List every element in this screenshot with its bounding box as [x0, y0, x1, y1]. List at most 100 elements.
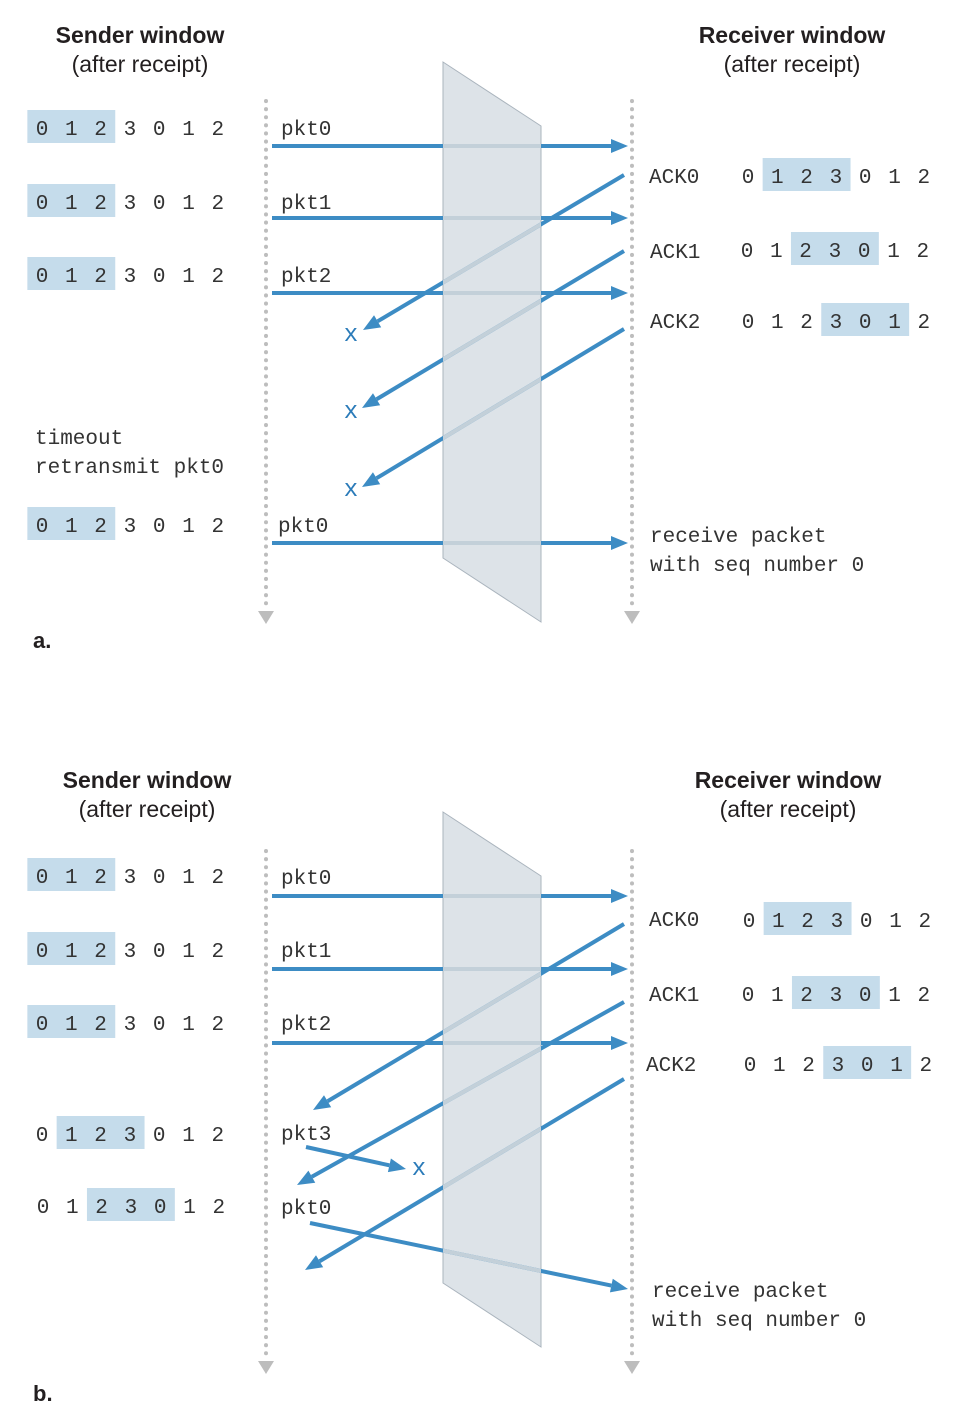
- channel-a: [442, 61, 542, 623]
- window-highlight: [762, 158, 851, 191]
- seq-digit: 0: [743, 911, 756, 934]
- window-highlight: [27, 110, 116, 143]
- seq-digit: 0: [742, 985, 755, 1008]
- seq-digit: 1: [182, 941, 195, 964]
- receive-note: receive packet: [650, 526, 826, 549]
- seq-digit: 0: [153, 119, 166, 142]
- panel-b: Sender window (after receipt) Receiver w…: [27, 767, 932, 1406]
- window-highlight: [27, 257, 116, 290]
- seq-digit: 0: [859, 985, 872, 1008]
- seq-digit: 3: [830, 985, 843, 1008]
- seq-digit: 2: [94, 193, 107, 216]
- seq-digit: 1: [66, 1197, 79, 1220]
- ack-label: ACK2: [650, 312, 700, 335]
- seq-digit: 0: [37, 1197, 50, 1220]
- pkt1-arrow-head: [611, 962, 628, 976]
- receive-note: with seq number 0: [650, 555, 864, 578]
- seq-digit: 0: [858, 241, 871, 264]
- pkt0-arrow-head: [611, 139, 628, 153]
- ack-label: ACK2: [646, 1055, 696, 1078]
- seq-digit: 2: [211, 941, 224, 964]
- seq-digit: 1: [182, 266, 195, 289]
- ack0-arrow-head: [313, 1095, 332, 1110]
- seq-digit: 1: [182, 1014, 195, 1037]
- seq-digit: 2: [801, 911, 814, 934]
- seq-digit: 0: [36, 941, 49, 964]
- pkt3-arrow: [305, 1145, 390, 1168]
- pkt-label: pkt2: [281, 266, 331, 289]
- seq-digit: 0: [36, 266, 49, 289]
- seq-digit: 1: [888, 985, 901, 1008]
- seq-digit: 2: [94, 266, 107, 289]
- seq-digit: 1: [771, 985, 784, 1008]
- pkt-label: pkt0: [278, 516, 328, 539]
- window-digits-b: 0 1 2 3 0 1 20 1 2 3 0 1 20 1 2 3 0 1 20 1 2 3 0 1 20 1 2 3 0 1 20 1 2 3 0…: [36, 867, 932, 1220]
- seq-digit: 2: [94, 941, 107, 964]
- seq-digit: 2: [94, 867, 107, 890]
- seq-digit: 0: [153, 941, 166, 964]
- seq-digit: 0: [742, 167, 755, 190]
- seq-digit: 1: [65, 266, 78, 289]
- receiver-subtitle-a: (after receipt): [724, 51, 861, 77]
- receiver-title-a: Receiver window: [699, 22, 886, 48]
- seq-digit: 0: [153, 266, 166, 289]
- seq-digit: 0: [36, 516, 49, 539]
- seq-digit: 1: [890, 1055, 903, 1078]
- seq-digit: 0: [36, 1125, 49, 1148]
- seq-digit: 2: [799, 241, 812, 264]
- seq-digit: 2: [802, 1055, 815, 1078]
- window-highlight: [86, 1188, 175, 1221]
- pkt2-arrow-head: [611, 286, 628, 300]
- pkt0-retransmit-arrow-head: [611, 536, 628, 550]
- window-highlight: [821, 303, 910, 336]
- pkt3-arrow-head: [387, 1158, 406, 1173]
- ack-label: ACK1: [649, 985, 699, 1008]
- seq-digit: 2: [211, 1125, 224, 1148]
- seq-digit: 0: [744, 1055, 757, 1078]
- seq-digit: 1: [65, 119, 78, 142]
- window-highlight: [790, 232, 879, 265]
- seq-digit: 0: [741, 241, 754, 264]
- ack2-arrow-in-channel: [443, 327, 541, 480]
- pkt-label: pkt2: [281, 1014, 331, 1037]
- pkt2-arrow-head: [611, 1036, 628, 1050]
- pkt0-retransmit-arrow-head: [609, 1278, 628, 1293]
- window-highlight: [27, 507, 116, 540]
- ack2-arrow-head: [362, 472, 381, 487]
- seq-digit: 1: [183, 1197, 196, 1220]
- seq-digit: 1: [182, 1125, 195, 1148]
- window-highlight: [27, 184, 116, 217]
- pkt1-arrow-head: [611, 211, 628, 225]
- loss-mark: x: [412, 1156, 426, 1183]
- pkt-label: pkt1: [281, 941, 331, 964]
- ack0-arrow-head: [363, 315, 382, 330]
- seq-digit: 3: [124, 266, 137, 289]
- ack1-arrow-head: [297, 1170, 316, 1185]
- seq-digit: 3: [124, 1125, 137, 1148]
- sender-timeline-head-b: [258, 1361, 274, 1374]
- seq-digit: 1: [888, 167, 901, 190]
- seq-digit: 0: [153, 1125, 166, 1148]
- seq-digit: 1: [65, 1125, 78, 1148]
- seq-digit: 1: [773, 1055, 786, 1078]
- window-highlights-a: [27, 110, 910, 540]
- seq-digit: 0: [860, 911, 873, 934]
- seq-digit: 3: [124, 941, 137, 964]
- seq-digit: 2: [918, 911, 931, 934]
- seq-digit: 3: [124, 193, 137, 216]
- seq-digit: 2: [94, 119, 107, 142]
- ack2-arrow-in-channel: [443, 1077, 541, 1263]
- pkt-label: pkt0: [281, 1198, 331, 1221]
- seq-digit: 0: [153, 516, 166, 539]
- window-highlight: [823, 1046, 912, 1079]
- seq-digit: 1: [65, 516, 78, 539]
- loss-mark: x: [344, 399, 358, 426]
- arrows-a: [272, 139, 628, 550]
- seq-digit: 3: [124, 867, 137, 890]
- seq-digit: 1: [772, 911, 785, 934]
- ack0-arrow-in-channel: [443, 922, 541, 1103]
- seq-digit: 3: [830, 312, 843, 335]
- pkt-label: pkt0: [281, 119, 331, 142]
- ack1-arrow-in-channel: [443, 1000, 541, 1179]
